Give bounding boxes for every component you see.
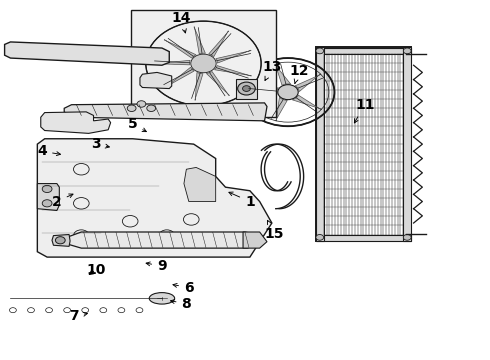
Text: 11: 11	[354, 98, 374, 123]
Bar	[403, 47, 411, 241]
Polygon shape	[52, 234, 70, 246]
Polygon shape	[295, 74, 321, 92]
Polygon shape	[206, 72, 229, 96]
Polygon shape	[37, 184, 59, 211]
Polygon shape	[216, 50, 251, 63]
Text: 4: 4	[37, 144, 60, 158]
Text: 3: 3	[91, 137, 109, 151]
Polygon shape	[140, 72, 172, 89]
Bar	[316, 47, 411, 241]
Circle shape	[403, 234, 411, 240]
Circle shape	[316, 234, 324, 240]
Text: 12: 12	[289, 64, 309, 83]
Circle shape	[278, 85, 298, 100]
Polygon shape	[209, 31, 229, 57]
Circle shape	[42, 185, 52, 193]
Circle shape	[191, 54, 216, 73]
Polygon shape	[215, 66, 251, 76]
Circle shape	[316, 48, 324, 54]
Bar	[316, 47, 324, 241]
Circle shape	[42, 200, 52, 207]
Circle shape	[127, 105, 136, 112]
Text: 6: 6	[173, 280, 194, 294]
Polygon shape	[194, 27, 205, 54]
Circle shape	[147, 105, 156, 112]
Bar	[316, 48, 411, 54]
Polygon shape	[41, 112, 111, 134]
Circle shape	[137, 101, 146, 107]
Text: 15: 15	[265, 220, 284, 241]
Polygon shape	[165, 67, 194, 88]
Text: 5: 5	[128, 117, 147, 132]
Text: 14: 14	[172, 11, 191, 33]
Polygon shape	[292, 95, 321, 109]
Polygon shape	[4, 42, 169, 65]
Polygon shape	[195, 72, 203, 100]
Text: 13: 13	[262, 60, 282, 81]
Text: 9: 9	[146, 259, 167, 273]
Bar	[131, 10, 276, 117]
Polygon shape	[184, 167, 216, 202]
Polygon shape	[275, 98, 287, 121]
Polygon shape	[153, 60, 190, 65]
Text: 10: 10	[86, 263, 106, 276]
Polygon shape	[247, 88, 278, 94]
Polygon shape	[274, 64, 291, 85]
Polygon shape	[37, 139, 272, 257]
Polygon shape	[67, 232, 265, 248]
Polygon shape	[243, 232, 267, 248]
Polygon shape	[164, 40, 196, 58]
Circle shape	[243, 86, 250, 91]
Circle shape	[403, 48, 411, 54]
Bar	[236, 78, 257, 99]
Text: 8: 8	[171, 297, 191, 311]
Circle shape	[55, 237, 65, 244]
Bar	[316, 234, 411, 241]
Text: 7: 7	[69, 309, 87, 323]
Ellipse shape	[149, 293, 174, 304]
Text: 1: 1	[229, 192, 255, 208]
Text: 2: 2	[52, 194, 73, 208]
Polygon shape	[64, 103, 267, 121]
Circle shape	[238, 82, 255, 95]
